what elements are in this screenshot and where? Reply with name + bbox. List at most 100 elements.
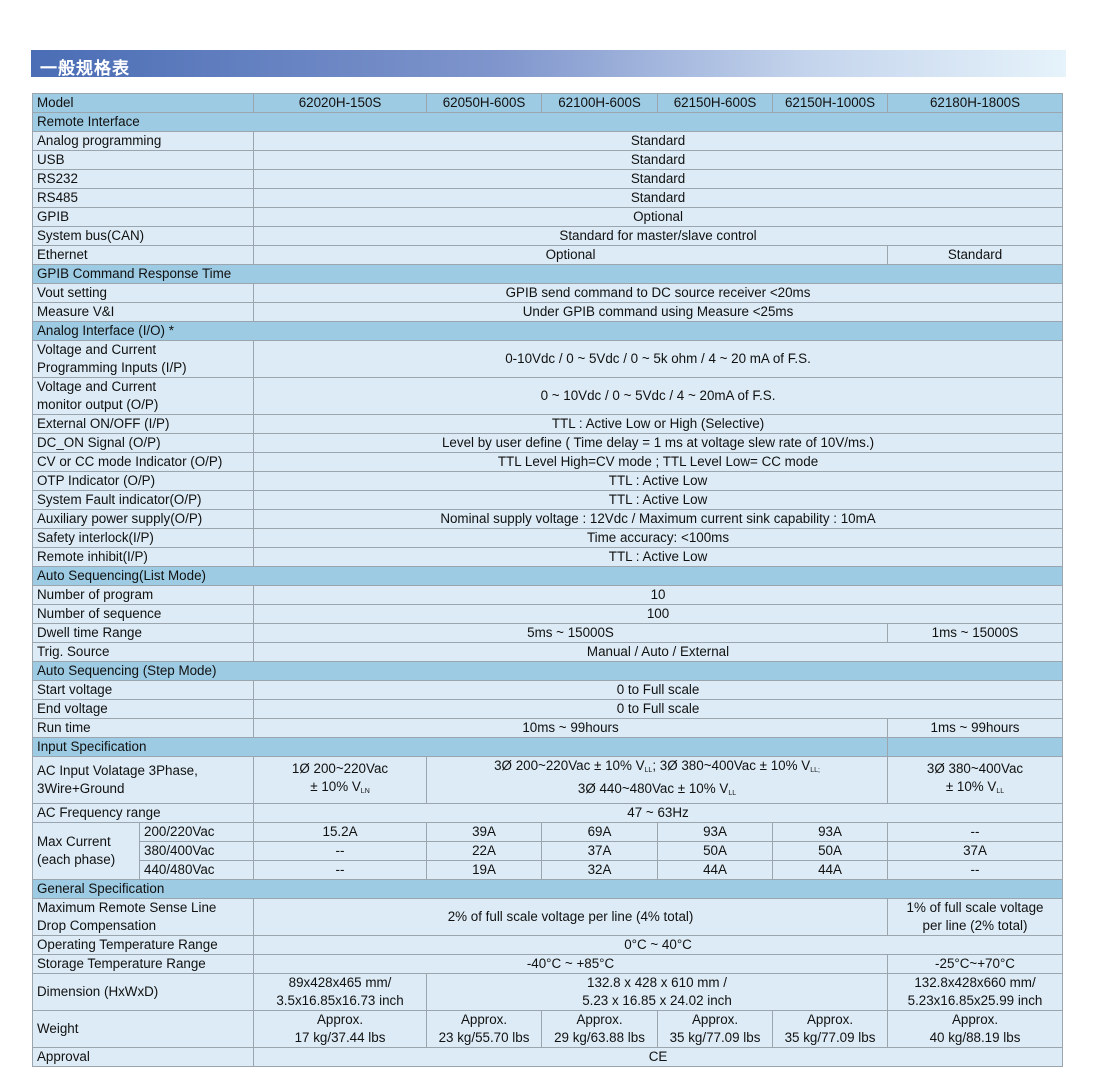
row-label: External ON/OFF (I/P): [31, 414, 255, 434]
spec-value: 39A: [426, 822, 543, 842]
label-line: OTP Indicator (O/P): [37, 473, 156, 488]
cell-line: TTL : Active Low: [608, 549, 708, 564]
row-label: Operating Temperature Range: [31, 935, 255, 955]
cell-line: 93A: [703, 824, 727, 839]
spec-value: 69A: [541, 822, 659, 842]
row-label: Voltage and Current monitor output (O/P): [31, 377, 255, 415]
label-line: Dimension (HxWxD): [37, 984, 159, 999]
spec-value: TTL : Active Low: [253, 490, 1064, 510]
spec-value: TTL Level High=CV mode ; TTL Level Low= …: [253, 452, 1064, 472]
label-line: Operating Temperature Range: [37, 937, 218, 952]
spec-value: 132.8x428x660 mm/5.23x16.85x25.99 inch: [887, 973, 1064, 1011]
cell-line: 62150H-1000S: [784, 95, 876, 110]
spec-value: 1ms ~ 15000S: [887, 623, 1064, 643]
row-label: Approval: [31, 1047, 255, 1067]
cell-line: 50A: [818, 843, 842, 858]
section-row: Remote Interface: [31, 112, 1064, 132]
row-label: System Fault indicator(O/P): [31, 490, 255, 510]
cell-line: 5.23 x 16.85 x 24.02 inch: [582, 993, 732, 1008]
table-row: AC Frequency range 47 ~ 63Hz: [31, 803, 1064, 823]
row-label: Start voltage: [31, 680, 255, 700]
row-label: Ethernet: [31, 245, 255, 265]
cell-line: TTL : Active Low: [608, 492, 708, 507]
cell-line: 32A: [587, 862, 612, 877]
spec-value: 0 to Full scale: [253, 699, 1064, 719]
cell-line: -25°C~+70°C: [935, 956, 1015, 971]
row-sublabel: 200/220Vac: [138, 822, 255, 842]
spec-value: TTL : Active Low: [253, 471, 1064, 491]
row-label: Analog programming: [31, 131, 255, 151]
row-sublabel: 380/400Vac: [138, 841, 255, 861]
spec-value: Optional: [253, 207, 1064, 227]
label-line: CV or CC mode Indicator (O/P): [37, 454, 223, 469]
spec-table: Model 62020H-150S 62050H-600S 62100H-600S 62…: [31, 93, 1064, 1067]
table-row: RS232 Standard: [31, 169, 1064, 189]
cell-line: 3Ø 380~400Vac: [892, 760, 1058, 778]
table-row: CV or CC mode Indicator (O/P) TTL Level H…: [31, 452, 1064, 472]
spec-value: 100: [253, 604, 1064, 624]
spec-value: Approx. 35 kg/77.09 lbs: [772, 1010, 889, 1048]
spec-value: Time accuracy: <100ms: [253, 528, 1064, 548]
cell-line: 23 kg/55.70 lbs: [438, 1030, 530, 1045]
cell-line: ± 10% VLN: [258, 778, 422, 801]
section-title: Analog Interface (I/O) *: [31, 321, 1064, 341]
cell-line: 3Ø 440~480Vac ± 10% VLL: [431, 780, 883, 803]
row-label: DC_ON Signal (O/P): [31, 433, 255, 453]
cell-line: Optional: [633, 209, 683, 224]
table-row: Auxiliary power supply(O/P) Nominal suppl…: [31, 509, 1064, 529]
cell-line: 0 to Full scale: [616, 701, 700, 716]
spec-value: 19A: [426, 860, 543, 880]
cell-line: 0-10Vdc / 0 ~ 5Vdc / 0 ~ 5k ohm / 4 ~ 20…: [505, 351, 811, 366]
row-label: Auxiliary power supply(O/P): [31, 509, 255, 529]
table-row: Approval CE: [31, 1047, 1064, 1067]
label-line: Analog programming: [37, 133, 162, 148]
cell-line: --: [335, 862, 345, 877]
table-row: Weight Approx. 17 kg/37.44 lbs Approx. 23 kg…: [31, 1010, 1064, 1048]
label-line: Voltage and Current: [37, 342, 157, 357]
table-row: Operating Temperature Range 0°C ~ 40°C: [31, 935, 1064, 955]
table-row: Dwell time Range 5ms ~ 15000S 1ms ~ 15000S: [31, 623, 1064, 643]
row-label: Remote inhibit(I/P): [31, 547, 255, 567]
cell-line: Approx.: [576, 1012, 623, 1027]
label-line: Storage Temperature Range: [37, 956, 206, 971]
cell-line: 40 kg/88.19 lbs: [929, 1030, 1021, 1045]
table-row: Voltage and Current Programming Inputs (I…: [31, 340, 1064, 378]
label-line: Ethernet: [37, 247, 88, 262]
table-row: DC_ON Signal (O/P) Level by user define (…: [31, 433, 1064, 453]
label-line: Programming Inputs (I/P): [37, 360, 187, 375]
row-label: System bus(CAN): [31, 226, 255, 246]
spec-value: --: [887, 822, 1064, 842]
spec-value: Approx. 35 kg/77.09 lbs: [657, 1010, 774, 1048]
spec-value: --: [253, 841, 428, 861]
cell-line: Level by user define ( Time delay = 1 ms…: [441, 435, 875, 450]
table-row: Ethernet Optional Standard: [31, 245, 1064, 265]
model-name: 62150H-1000S: [772, 93, 889, 113]
label-line: Remote inhibit(I/P): [37, 549, 148, 564]
cell-line: 17 kg/37.44 lbs: [294, 1030, 386, 1045]
row-label: Max Current (each phase): [32, 822, 140, 880]
text-segment: ; 3Ø 380~400Vac ± 10% V: [652, 758, 811, 773]
table-row: Storage Temperature Range -40°C ~ +85°C -2…: [31, 954, 1064, 974]
spec-value: Approx. 40 kg/88.19 lbs: [887, 1010, 1064, 1048]
cell-line: 35 kg/77.09 lbs: [669, 1030, 761, 1045]
section-title: GPIB Command Response Time: [31, 264, 1064, 284]
spec-value: 37A: [887, 841, 1064, 861]
spec-value: Nominal supply voltage : 12Vdc / Maximum…: [253, 509, 1064, 529]
page-title: 一般规格表: [40, 59, 130, 78]
row-label: RS232: [31, 169, 255, 189]
cell-line: TTL : Active Low: [608, 473, 708, 488]
section-title: Input Specification: [31, 737, 889, 757]
row-label: Weight: [31, 1010, 255, 1048]
section-row: Auto Sequencing(List Mode): [31, 566, 1064, 586]
row-label: Measure V&I: [31, 302, 255, 322]
spec-value: Standard: [253, 169, 1064, 189]
table-row: OTP Indicator (O/P) TTL : Active Low: [31, 471, 1064, 491]
spec-value: --: [887, 860, 1064, 880]
cell-line: 5ms ~ 15000S: [527, 625, 614, 640]
label-line: RS485: [37, 190, 78, 205]
spec-value: Approx. 29 kg/63.88 lbs: [541, 1010, 659, 1048]
label-line: AC Frequency range: [37, 805, 161, 820]
row-label: CV or CC mode Indicator (O/P): [31, 452, 255, 472]
cell-line: Standard: [630, 133, 686, 148]
cell-line: 93A: [818, 824, 842, 839]
